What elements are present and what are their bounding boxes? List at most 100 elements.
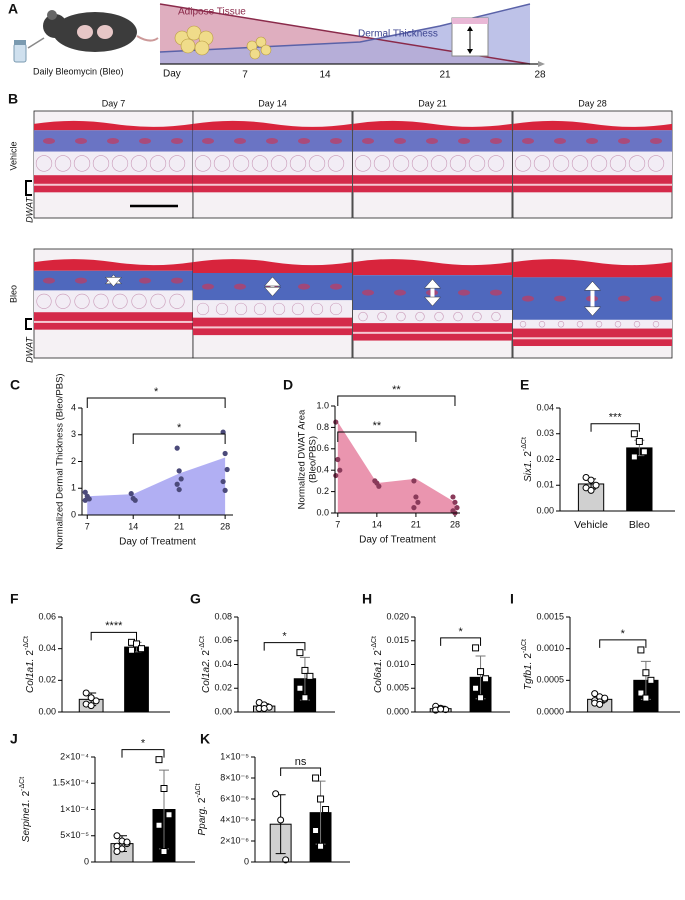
adipocyte <box>54 155 72 172</box>
unit-exponent: -ΔCt <box>199 636 206 650</box>
adipocyte <box>327 155 345 172</box>
panel-label: B <box>8 91 18 107</box>
data-point <box>411 505 417 511</box>
dermis-spot <box>522 295 534 302</box>
significance-label: * <box>458 626 463 638</box>
y-axis-label: Col1a1. 2-ΔCt <box>23 636 36 693</box>
muscle-gap <box>34 320 193 323</box>
data-point <box>587 486 595 494</box>
data-point <box>272 790 280 798</box>
adipocyte <box>652 321 660 328</box>
data-point <box>454 505 460 511</box>
adipocyte <box>291 302 305 316</box>
data-point <box>472 684 480 692</box>
adipocyte <box>576 321 584 328</box>
data-point <box>222 450 228 457</box>
row-label: Vehicle <box>8 141 18 170</box>
adipocyte <box>354 155 372 172</box>
area <box>337 422 455 513</box>
gene-name: Col6a1. <box>373 659 384 693</box>
caption: Daily Bleomycin (Bleo) <box>33 66 124 76</box>
adipocyte <box>234 302 248 316</box>
unit: 2 <box>373 650 384 656</box>
adipocyte <box>251 155 269 172</box>
significance-bracket <box>86 397 226 408</box>
data-point <box>132 497 138 503</box>
data-point <box>596 700 604 708</box>
y-axis-label: Normalized Dermal Thickness (Bleo/PBS) <box>55 373 66 549</box>
adipocyte <box>169 293 185 309</box>
adipocyte <box>215 302 229 316</box>
adipocyte <box>358 311 368 322</box>
adipose-label: Adipose Tissue <box>178 7 246 18</box>
epidermis <box>353 259 512 276</box>
y-tick-label: 6×10⁻⁶ <box>220 793 249 803</box>
dermis-spot <box>75 137 87 144</box>
data-point <box>87 702 95 710</box>
y-tick-label: 0.020 <box>386 611 409 621</box>
unit: 2 <box>523 451 534 457</box>
data-point <box>630 453 638 461</box>
day-tick-label: 21 <box>439 70 451 81</box>
adipocyte <box>392 155 410 172</box>
dermis-spot <box>298 137 310 144</box>
arrow-head <box>423 278 442 289</box>
data-point <box>155 821 163 829</box>
arrow-head <box>583 280 602 291</box>
y-tick-label: 3 <box>71 429 76 439</box>
data-point <box>450 494 456 500</box>
data-point <box>87 694 95 702</box>
adipocyte <box>232 155 250 172</box>
y-tick-label: 0.8 <box>316 422 329 432</box>
data-point <box>630 430 638 438</box>
adipocyte <box>449 155 467 172</box>
arrow-head <box>104 277 123 287</box>
dwat <box>513 319 672 329</box>
dermis-spot <box>458 289 470 296</box>
data-point <box>306 672 314 680</box>
data-point <box>337 467 343 473</box>
x-axis-label: Day of Treatment <box>119 537 196 548</box>
data-point <box>642 669 650 677</box>
muscle-gap <box>34 183 193 186</box>
data-point <box>587 476 595 484</box>
panel-label: D <box>283 377 293 393</box>
adipocyte <box>131 293 147 309</box>
dwat <box>34 290 193 313</box>
data-point <box>222 487 228 493</box>
bar <box>626 447 653 512</box>
dermis-spot <box>43 277 55 284</box>
data-point <box>133 640 141 648</box>
y-tick-label: 0.04 <box>214 659 232 669</box>
adipocyte <box>519 321 527 328</box>
dermis-spot <box>298 283 310 290</box>
data-point <box>413 494 419 500</box>
epidermis <box>193 120 352 131</box>
bracket <box>25 180 32 196</box>
data-point <box>224 466 230 473</box>
adipocyte <box>647 155 665 172</box>
unit: 2 <box>523 653 534 659</box>
data-point <box>160 848 168 855</box>
column-label: Day 7 <box>102 98 126 108</box>
dermis-spot <box>330 137 342 144</box>
data-point <box>637 689 645 697</box>
dermis-spot <box>202 137 214 144</box>
adipocyte <box>430 155 448 172</box>
significance-label: ** <box>373 420 382 432</box>
dermis-spot <box>394 137 406 144</box>
data-point <box>647 676 655 684</box>
axis-label: Day <box>163 69 181 80</box>
adipocyte <box>194 155 212 172</box>
unit-exponent: -ΔCt <box>521 639 528 653</box>
data-point <box>113 848 121 855</box>
x-tick-label: 21 <box>174 521 184 531</box>
x-tick-label: Vehicle <box>574 519 608 531</box>
adipocyte <box>149 155 167 172</box>
panel-label: I <box>510 591 514 607</box>
y-tick-label: 4×10⁻⁶ <box>220 814 249 824</box>
data-point <box>452 499 458 505</box>
muscle-gap <box>353 331 512 334</box>
data-point <box>317 795 325 803</box>
